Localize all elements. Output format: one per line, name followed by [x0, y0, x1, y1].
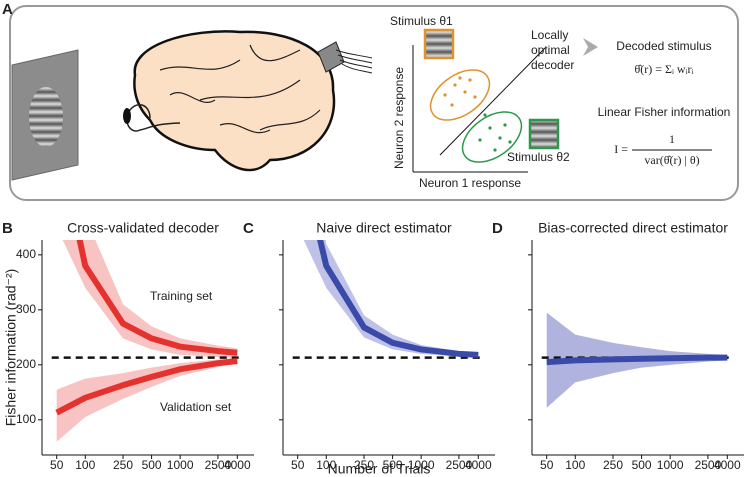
- series-line: [317, 240, 479, 358]
- series-line: [55, 357, 238, 416]
- x-tick-label: 2500: [446, 458, 473, 472]
- panel-letter: B: [2, 220, 13, 237]
- fisher-denominator: var(θ̂(r) | θ): [644, 153, 699, 167]
- x-tick-label: 500: [383, 458, 403, 472]
- eye: [126, 103, 181, 132]
- x-tick-label: 4000: [714, 458, 741, 472]
- panel-a-frame: [9, 5, 739, 201]
- panel-a: A Stimulus θ1 Neuron 2 response Neuron 1…: [2, 1, 739, 201]
- decoded-formula: θ̂(r) = Σᵢ wᵢrᵢ: [634, 62, 693, 76]
- band: [56, 358, 238, 442]
- y-axis-label: Fisher information (rad⁻²): [3, 269, 19, 427]
- green-dots: [478, 113, 512, 152]
- panel-letter: A: [2, 1, 13, 18]
- brain-folds: [159, 44, 321, 134]
- series-line: [76, 240, 238, 356]
- x-tick-label: 250: [113, 458, 133, 472]
- x-tick-label: 500: [632, 458, 652, 472]
- chart-title: Bias-corrected direct estimator: [538, 220, 728, 236]
- x-tick-label: 250: [354, 458, 374, 472]
- y-tick-label: 200: [16, 357, 36, 371]
- x-tick-label: 100: [316, 458, 336, 472]
- x-tick-label: 50: [540, 458, 554, 472]
- green-ellipse: [461, 111, 523, 163]
- stimulus-1-icon: [423, 28, 455, 60]
- decoder-label: decoder: [531, 58, 574, 72]
- x-tick-label: 2500: [695, 458, 722, 472]
- x-tick-label: 50: [291, 458, 305, 472]
- series-label: Training set: [150, 289, 213, 303]
- x-tick-label: 50: [50, 458, 64, 472]
- orange-dots: [443, 76, 477, 107]
- series-label: Validation set: [160, 400, 232, 414]
- brain: [133, 30, 336, 172]
- orange-ellipse: [429, 69, 491, 121]
- series-line: [546, 354, 728, 366]
- stimulus-1-label: Stimulus θ1: [390, 14, 453, 28]
- decoder-line: [439, 47, 546, 156]
- x-tick-label: 100: [75, 458, 95, 472]
- arrow: [583, 38, 598, 56]
- fisher-numerator: 1: [669, 132, 675, 146]
- y-tick-label: 100: [16, 412, 36, 426]
- plot: [51, 240, 243, 442]
- x-tick-label: 2500: [205, 458, 232, 472]
- x-tick-label: 4000: [224, 458, 251, 472]
- x-tick-label: 250: [603, 458, 623, 472]
- x-tick-label: 1000: [167, 458, 194, 472]
- grating: [29, 87, 63, 147]
- panel-letter: C: [243, 220, 254, 237]
- chart-title: Cross-validated decoder: [67, 220, 219, 236]
- x-tick-label: 1000: [408, 458, 435, 472]
- y-tick-label: 400: [16, 247, 36, 261]
- neuron-1-label: Neuron 1 response: [419, 176, 521, 190]
- x-tick-label: 1000: [657, 458, 684, 472]
- decoded-title: Decoded stimulus: [616, 39, 711, 53]
- plot: [541, 312, 733, 408]
- stimulus-2-icon: [528, 118, 560, 150]
- pupil: [123, 108, 131, 124]
- wires: [335, 49, 373, 74]
- chart-title: Naive direct estimator: [316, 220, 452, 236]
- fisher-title: Linear Fisher information: [598, 105, 731, 119]
- x-tick-label: 4000: [465, 458, 492, 472]
- x-tick-label: 100: [565, 458, 585, 472]
- fisher-lhs: I =: [614, 142, 628, 156]
- neuron-2-label: Neuron 2 response: [392, 67, 406, 169]
- y-tick-label: 300: [16, 302, 36, 316]
- decoder-label: Locally: [531, 28, 568, 42]
- plot: [292, 240, 484, 359]
- x-tick-label: 500: [142, 458, 162, 472]
- x-axis-label: Number of Trials: [328, 461, 431, 477]
- panel-letter: D: [492, 220, 503, 237]
- decoder-label: optimal: [531, 43, 570, 57]
- stimulus-2-label: Stimulus θ2: [507, 150, 570, 164]
- band: [62, 240, 238, 358]
